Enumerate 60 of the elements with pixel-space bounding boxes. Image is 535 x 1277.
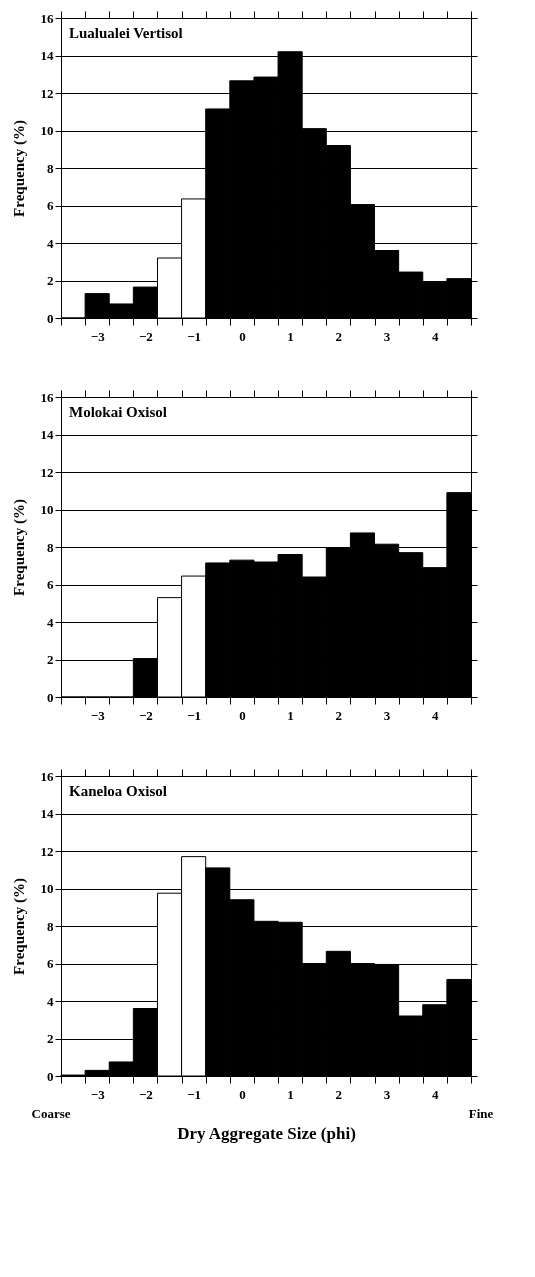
y-tick-label: 8 — [47, 160, 54, 176]
x-tick-label: 0 — [239, 328, 246, 344]
text: Coarse — [31, 1106, 71, 1121]
y-tick-label: 6 — [47, 956, 54, 971]
y-tick-label: 14 — [40, 427, 54, 442]
y-tick-label: 6 — [47, 198, 54, 213]
x-tick-label: 1 — [287, 328, 294, 344]
x-tick-label: −3 — [90, 707, 106, 723]
y-tick-label: 10 — [40, 502, 54, 517]
chart-title: Molokai Oxisol — [69, 404, 167, 420]
y-axis-title: Frequency (%) — [10, 499, 28, 596]
y-tick-label: 4 — [47, 614, 54, 630]
x-tick-label: 0 — [239, 707, 246, 723]
y-tick-label: 12 — [40, 85, 54, 101]
x-tick-label: 4 — [432, 328, 440, 344]
y-tick-label: 0 — [47, 1068, 54, 1084]
y-tick-label: 16 — [40, 389, 54, 405]
x-tick-label: 4 — [432, 707, 440, 723]
y-tick-label: 10 — [40, 881, 54, 896]
y-tick-label: 16 — [40, 768, 54, 784]
y-tick-label: 8 — [47, 918, 54, 934]
x-tick-label: −1 — [187, 328, 202, 344]
x-tick-label: 1 — [287, 707, 294, 723]
y-tick-label: 2 — [47, 273, 54, 288]
x-tick-label: −3 — [90, 328, 106, 344]
x-tick-label: 0 — [239, 1086, 246, 1102]
x-tick-label: 2 — [335, 1086, 343, 1102]
x-tick-label: 3 — [383, 707, 391, 723]
x-tick-label: −2 — [138, 1086, 153, 1102]
x-tick-label: 1 — [287, 1086, 294, 1102]
x-tick-label: −2 — [138, 328, 153, 344]
y-tick-label: 2 — [47, 1031, 54, 1046]
y-tick-label: 14 — [40, 806, 54, 821]
y-tick-label: 0 — [47, 310, 54, 326]
x-tick-label: −1 — [187, 707, 202, 723]
y-tick-label: 4 — [47, 993, 54, 1009]
x-tick-label: −1 — [187, 1086, 202, 1102]
y-tick-label: 0 — [47, 689, 54, 705]
chart-title: Lualualei Vertisol — [69, 25, 183, 41]
x-tick-label: −2 — [138, 707, 153, 723]
text: Fine — [468, 1106, 494, 1121]
y-tick-label: 6 — [47, 577, 54, 592]
y-axis-title: Frequency (%) — [10, 120, 28, 217]
y-tick-label: 4 — [47, 235, 54, 251]
y-tick-label: 12 — [40, 843, 54, 859]
y-tick-label: 8 — [47, 539, 54, 555]
y-tick-label: 12 — [40, 464, 54, 480]
y-tick-label: 2 — [47, 652, 54, 667]
y-tick-label: 14 — [40, 48, 54, 63]
x-tick-label: −3 — [90, 1086, 106, 1102]
x-axis-title: Dry Aggregate Size (phi) — [177, 1123, 356, 1143]
x-tick-label: 3 — [383, 328, 391, 344]
x-tick-label: 2 — [335, 707, 343, 723]
y-tick-label: 16 — [40, 10, 54, 26]
chart-title: Kaneloa Oxisol — [69, 783, 167, 799]
x-tick-label: 2 — [335, 328, 343, 344]
x-tick-label: 4 — [432, 1086, 440, 1102]
y-tick-label: 10 — [40, 123, 54, 138]
y-axis-title: Frequency (%) — [10, 878, 28, 975]
x-tick-label: 3 — [383, 1086, 391, 1102]
